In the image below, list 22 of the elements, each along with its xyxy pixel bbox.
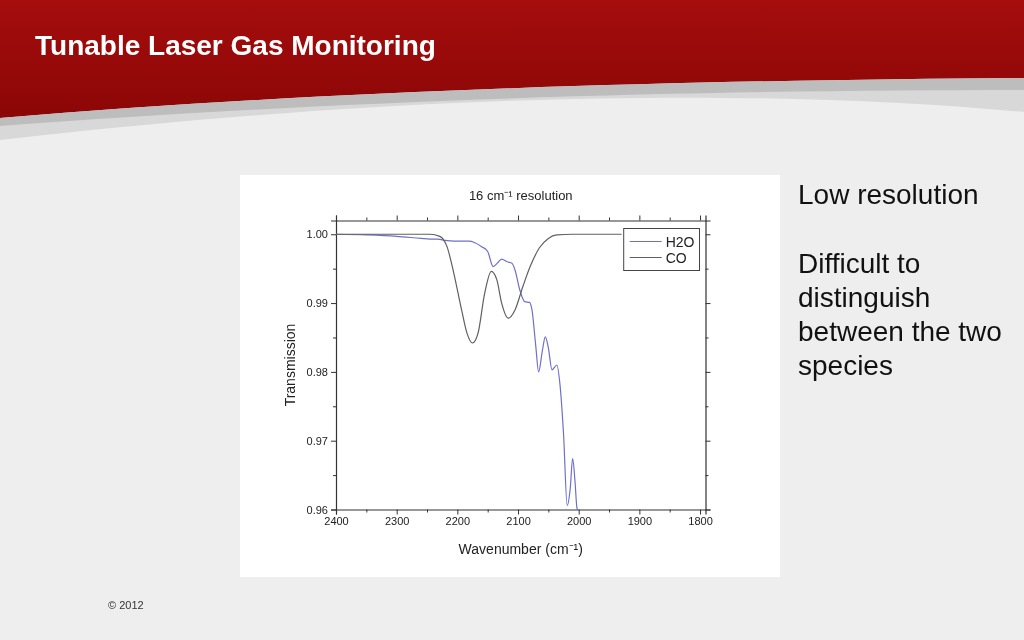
y-tick-label: 0.97 bbox=[306, 434, 328, 447]
x-tick-label: 2200 bbox=[445, 515, 471, 528]
x-tick-label: 2100 bbox=[506, 515, 531, 528]
y-tick-label: 0.99 bbox=[306, 297, 328, 310]
x-tick-label: 2300 bbox=[384, 515, 410, 528]
x-tick-label: 1900 bbox=[627, 515, 653, 528]
legend-label: H2O bbox=[665, 233, 695, 250]
legend-label: CO bbox=[665, 249, 687, 266]
chart-title: Tunable Laser Gas Monitoring bbox=[35, 30, 436, 61]
text: Difficult to distinguish between the two species bbox=[798, 248, 1002, 381]
y-axis-title: Transmission bbox=[282, 323, 298, 407]
y-tick-label: 0.96 bbox=[306, 503, 328, 516]
text: © 2012 bbox=[108, 599, 144, 611]
x-tick-label: 1800 bbox=[688, 515, 713, 528]
text: Low resolution bbox=[798, 179, 979, 210]
x-axis-title: Wavenumber (cm⁻¹) bbox=[458, 541, 583, 557]
y-tick-label: 1.00 bbox=[306, 228, 328, 241]
x-tick-label: 2000 bbox=[566, 515, 592, 528]
x-tick-label: 2400 bbox=[324, 515, 349, 528]
chart-subtitle: 16 cm⁻¹ resolution bbox=[468, 188, 573, 203]
line-series bbox=[336, 233, 622, 344]
y-tick-label: 0.98 bbox=[306, 365, 328, 378]
